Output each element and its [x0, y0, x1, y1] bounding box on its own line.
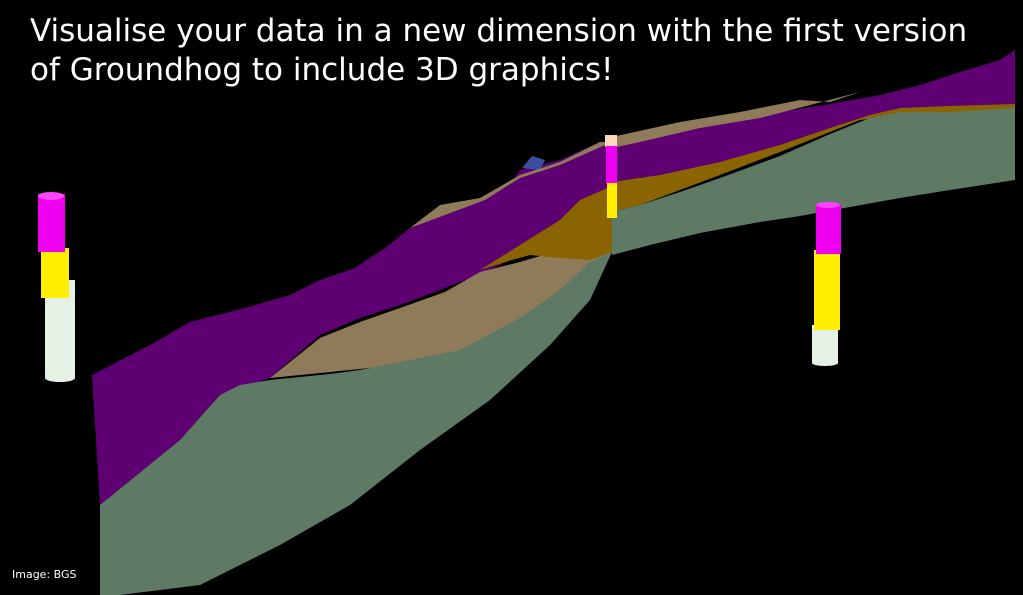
borehole-center-cap-segment [605, 135, 617, 147]
headline-line-1: Visualise your data in a new dimension w… [30, 13, 968, 49]
borehole-right-magenta-segment [816, 204, 841, 254]
tan-layer-left [270, 230, 612, 378]
borehole-center-magenta-segment [606, 146, 617, 184]
borehole-right-bottom-cap [812, 360, 838, 366]
borehole-right-white-segment [812, 325, 838, 363]
borehole-left-bottom-cap [45, 374, 75, 382]
orange-layer-left [480, 186, 612, 270]
borehole-center-yellow-segment [607, 183, 617, 218]
borehole-left-top-cap [38, 192, 64, 200]
borehole-center [605, 135, 617, 218]
image-credit: Image: BGS [12, 568, 77, 581]
borehole-left-magenta-segment [38, 194, 65, 252]
borehole-right-top-cap [816, 202, 840, 208]
green-layer-right [612, 108, 1015, 255]
blue-surface-patch [522, 156, 545, 170]
green-layer-left [100, 252, 612, 595]
headline-line-2: of Groundhog to include 3D graphics! [30, 52, 614, 88]
tan-top-strip-right [612, 92, 860, 148]
borehole-right-yellow-segment [814, 250, 840, 330]
tan-top-strip [410, 142, 612, 228]
purple-layer-right [612, 50, 1015, 182]
headline: Visualise your data in a new dimension w… [30, 12, 990, 90]
borehole-left-yellow-segment [41, 248, 69, 298]
borehole-right [812, 202, 841, 366]
purple-layer-left [92, 142, 612, 505]
borehole-left [38, 192, 75, 382]
